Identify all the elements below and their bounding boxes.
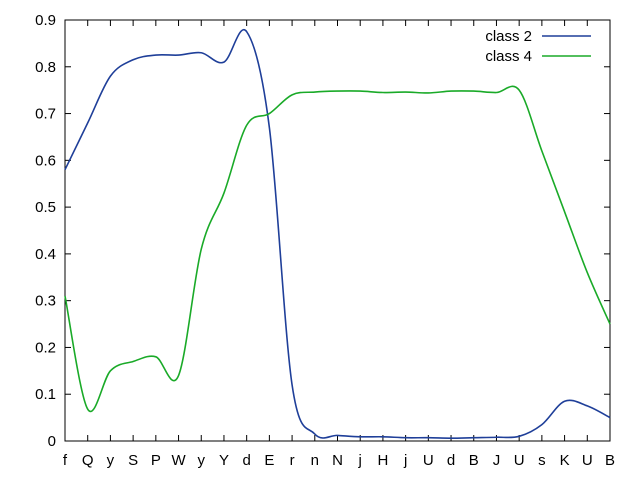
x-tick-label: n [311,452,319,469]
x-tick-label: U [423,452,434,469]
plot-frame [64,19,611,442]
series-line-1 [64,28,611,439]
x-tick-label: U [514,452,525,469]
legend-label: class 4 [485,48,532,65]
y-tick-label: 0.7 [35,106,56,123]
y-tick-label: 0.4 [35,246,56,263]
y-tick-label: 0 [48,433,56,450]
x-tick-label: s [538,452,546,469]
x-tick-label: f [63,452,68,469]
x-tick-label: K [560,452,570,469]
x-tick-label: E [264,452,274,469]
x-tick-label: j [358,452,362,469]
x-tick-label: B [605,452,615,469]
x-tick-label: j [403,452,407,469]
y-tick-label: 0.3 [35,293,56,310]
x-tick-label: J [493,452,501,469]
series-lines [64,28,611,439]
y-tick-label: 0.9 [35,12,56,29]
y-tick-label: 0.8 [35,59,56,76]
x-tick-label: y [198,452,206,469]
x-tick-label: W [171,452,186,469]
x-tick-label: Y [219,452,229,469]
y-tick-label: 0.5 [35,199,56,216]
y-tick-label: 0.6 [35,152,56,169]
x-tick-label: S [128,452,138,469]
x-tick-label: r [290,452,295,469]
x-tick-label: B [469,452,479,469]
x-tick-label: d [447,452,455,469]
x-tick-label: y [107,452,115,469]
x-tick-label: Q [82,452,94,469]
x-tick-label: U [582,452,593,469]
legend: class 2 class 4 [485,28,591,65]
x-tick-label: P [151,452,161,469]
x-tick-label: d [242,452,250,469]
x-tick-label: N [332,452,343,469]
y-tick-label: 0.1 [35,386,56,403]
y-tick-label: 0.2 [35,339,56,356]
series-line-2 [64,85,611,413]
x-tick-label: H [377,452,388,469]
legend-label: class 2 [485,28,532,45]
